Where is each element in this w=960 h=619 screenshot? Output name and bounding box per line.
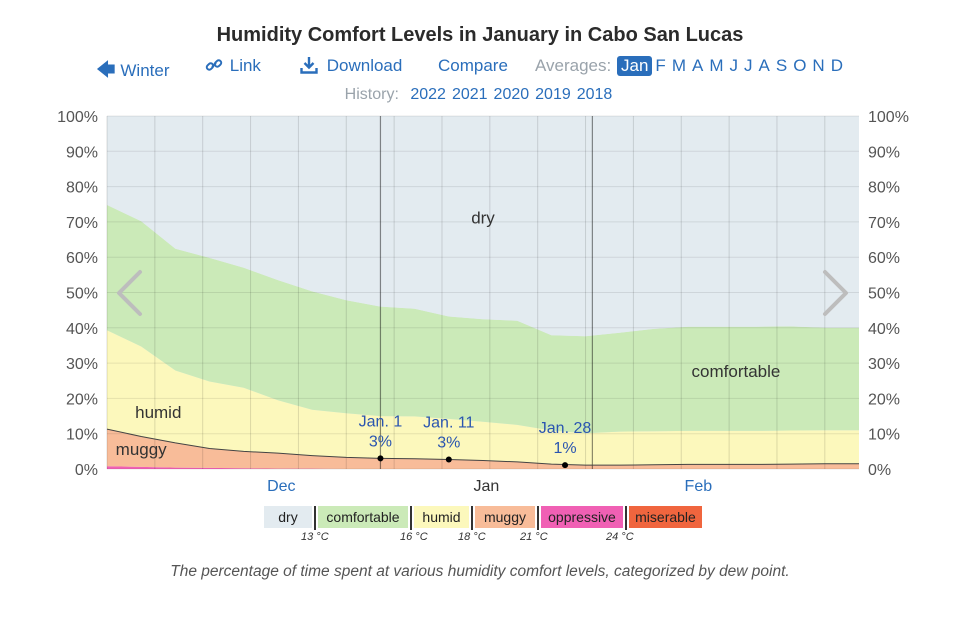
y-tick-left: 80% xyxy=(66,180,98,197)
history-year-2022[interactable]: 2022 xyxy=(410,86,446,103)
y-tick-left: 90% xyxy=(66,144,98,161)
y-tick-right: 10% xyxy=(868,427,900,444)
x-month-label: Jan xyxy=(474,478,500,495)
y-tick-right: 80% xyxy=(868,180,900,197)
y-tick-right: 50% xyxy=(868,286,900,303)
annotation-date: Jan. 1 xyxy=(359,413,403,430)
month-7-button[interactable]: J xyxy=(744,56,753,75)
history-year-2020[interactable]: 2020 xyxy=(493,86,530,103)
y-tick-left: 50% xyxy=(66,286,98,303)
month-9-button[interactable]: S xyxy=(775,56,788,75)
nav-row: 🡄 Winter Link Download Compare Averages:… xyxy=(0,56,960,81)
chevron-left-icon[interactable] xyxy=(117,270,142,316)
winter-link[interactable]: 🡄 Winter xyxy=(96,56,170,88)
chevron-right-icon[interactable] xyxy=(823,270,848,316)
legend-item-muggy: muggy xyxy=(475,506,535,528)
y-tick-left: 30% xyxy=(66,356,98,373)
y-tick-right: 70% xyxy=(868,215,900,232)
legend-separator xyxy=(625,506,627,530)
y-tick-left: 70% xyxy=(66,215,98,232)
legend-item-humid: humid xyxy=(414,506,469,528)
annotation-value: 3% xyxy=(369,433,392,450)
legend-separator xyxy=(471,506,473,530)
month-8-button[interactable]: A xyxy=(758,56,770,75)
month-selector: Jan F M A M J J A S O N D xyxy=(617,56,846,76)
link-link[interactable]: Link xyxy=(205,56,261,76)
download-icon xyxy=(300,56,322,76)
y-tick-right: 40% xyxy=(868,321,900,338)
month-3-button[interactable]: M xyxy=(671,56,686,75)
annotation-point xyxy=(445,456,452,463)
y-tick-right: 100% xyxy=(868,109,909,126)
month-10-button[interactable]: O xyxy=(793,56,807,75)
download-label: Download xyxy=(326,56,403,75)
month-11-button[interactable]: N xyxy=(812,56,825,75)
legend-threshold: 21 °C xyxy=(520,531,548,543)
y-tick-right: 0% xyxy=(868,462,891,479)
y-tick-left: 10% xyxy=(66,427,98,444)
y-tick-left: 60% xyxy=(66,250,98,267)
history-year-2021[interactable]: 2021 xyxy=(451,86,488,103)
area-muggy xyxy=(107,429,859,469)
y-tick-left: 0% xyxy=(75,462,98,479)
history-year-2019[interactable]: 2019 xyxy=(535,86,571,103)
legend-separator xyxy=(410,506,412,530)
y-tick-left: 20% xyxy=(66,391,98,408)
month-4-button[interactable]: A xyxy=(691,56,704,75)
area-label-muggy: muggy xyxy=(116,440,168,459)
annotation-point xyxy=(377,455,384,462)
area-label-comfortable: comfortable xyxy=(692,362,781,381)
legend-threshold: 16 °C xyxy=(400,531,428,543)
link-label: Link xyxy=(229,56,261,75)
winter-label: Winter xyxy=(120,61,170,80)
x-month-label: Feb xyxy=(685,478,713,495)
y-tick-right: 30% xyxy=(868,356,900,373)
legend-separator xyxy=(314,506,316,530)
annotation-point xyxy=(562,462,569,469)
caption: The percentage of time spent at various … xyxy=(170,563,790,580)
area-comfortable xyxy=(107,205,859,434)
annotation-date: Jan. 28 xyxy=(539,420,592,437)
history-label: History: xyxy=(344,86,399,103)
area-humid xyxy=(107,330,859,466)
download-link[interactable]: Download xyxy=(300,56,402,76)
chart-title: Humidity Comfort Levels in January in Ca… xyxy=(216,24,744,46)
legend-item-dry: dry xyxy=(264,506,312,528)
legend-item-miserable: miserable xyxy=(629,506,702,528)
legend-threshold: 18 °C xyxy=(458,531,486,543)
annotation-value: 1% xyxy=(553,440,576,457)
humidity-chart: 0% 0% 10% 10% 20% 20% 30% 30% 40% 40% 50% 50% 60% 60%… xyxy=(57,109,909,495)
history-year-2018[interactable]: 2018 xyxy=(576,86,613,103)
legend-item-comfortable: comfortable xyxy=(318,506,408,528)
history-row: History: 2022 2021 2020 2019 2018 xyxy=(0,86,960,104)
arrow-left-icon: 🡄 xyxy=(96,60,116,81)
month-5-button[interactable]: M xyxy=(709,56,724,75)
legend-separator xyxy=(537,506,539,530)
legend-threshold: 13 °C xyxy=(301,531,329,543)
month-1-button[interactable]: Jan xyxy=(617,56,653,76)
x-month-label: Dec xyxy=(267,478,295,495)
y-tick-right: 60% xyxy=(868,250,900,267)
area-oppressive xyxy=(107,466,859,469)
area-label-dry: dry xyxy=(471,209,495,228)
annotation-value: 3% xyxy=(437,434,460,451)
chain-link-icon xyxy=(205,56,225,76)
averages-label: Averages: xyxy=(535,56,612,75)
compare-link[interactable]: Compare xyxy=(438,56,508,75)
y-tick-right: 20% xyxy=(868,391,900,408)
y-tick-right: 90% xyxy=(868,144,900,161)
legend-item-oppressive: oppressive xyxy=(541,506,623,528)
month-6-button[interactable]: J xyxy=(729,56,739,75)
annotation-date: Jan. 11 xyxy=(423,414,474,431)
area-dry xyxy=(107,116,859,337)
muggy-boundary-line xyxy=(106,428,859,466)
legend-threshold: 24 °C xyxy=(606,531,634,543)
y-tick-left: 40% xyxy=(66,321,98,338)
y-tick-left: 100% xyxy=(57,109,98,126)
month-12-button[interactable]: D xyxy=(830,56,843,75)
month-2-button[interactable]: F xyxy=(655,56,666,75)
area-label-humid: humid xyxy=(135,403,181,422)
